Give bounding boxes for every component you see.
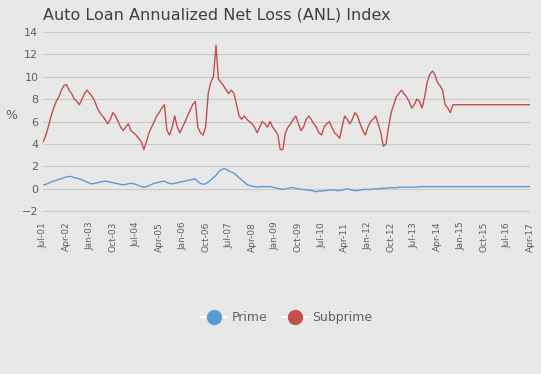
Legend: Prime, Subprime: Prime, Subprime [196,306,377,329]
Y-axis label: %: % [5,108,17,122]
Text: Auto Loan Annualized Net Loss (ANL) Index: Auto Loan Annualized Net Loss (ANL) Inde… [43,7,391,22]
